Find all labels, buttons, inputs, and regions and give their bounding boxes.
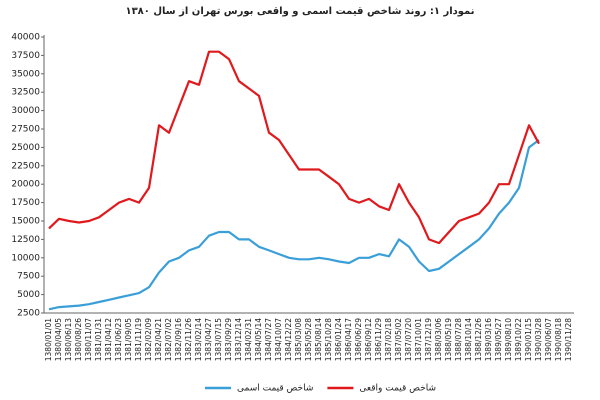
x-tick-label: 1389/03/16 (484, 318, 493, 361)
y-tick-label: 37500 (11, 51, 40, 61)
x-tick-label: 1388/12/26 (474, 318, 483, 361)
x-tick-label: 1389/05/27 (494, 318, 503, 361)
x-tick-label: 1381/06/23 (114, 318, 123, 361)
x-tick-label: 1386/11/29 (374, 318, 383, 361)
legend-label: شاخص قیمت واقعی (359, 384, 436, 394)
x-tick-label: 1388/10/14 (464, 318, 473, 361)
x-tick-label: 1386/04/17 (344, 318, 353, 361)
x-tick-label: 1380/11/07 (84, 318, 93, 361)
x-tick-label: 1382/07/02 (164, 318, 173, 361)
x-tick-label: 1380/04/05 (54, 318, 63, 361)
y-tick-label: 10000 (11, 253, 40, 263)
x-tick-label: 1390/06/07 (544, 318, 553, 361)
x-tick-label: 1387/07/20 (404, 318, 413, 361)
x-tick-label: 1382/09/16 (174, 318, 183, 361)
x-tick-label: 1383/04/27 (204, 318, 213, 361)
chart-title: نمودار ۱: روند شاخص قیمت اسمی و واقعی بو… (125, 6, 474, 17)
x-tick-label: 1386/09/12 (364, 318, 373, 361)
x-tick-label: 1381/01/31 (94, 318, 103, 361)
x-tick-label: 1381/11/19 (134, 318, 143, 361)
x-tick-label: 1382/02/09 (144, 318, 153, 361)
y-tick-label: 40000 (11, 33, 40, 43)
x-tick-label: 1380/08/26 (74, 318, 83, 361)
x-tick-label: 1384/05/14 (254, 318, 263, 361)
x-tick-label: 1383/02/14 (194, 318, 203, 361)
x-tick-label: 1383/07/15 (214, 318, 223, 361)
x-tick-label: 1383/12/14 (234, 318, 243, 361)
x-tick-label: 1387/12/19 (424, 318, 433, 361)
x-tick-label: 1388/07/28 (454, 318, 463, 361)
x-tick-label: 1387/10/01 (414, 318, 423, 361)
x-tick-label: 1385/10/28 (324, 318, 333, 361)
x-tick-label: 1389/10/22 (514, 318, 523, 361)
y-tick-label: 32500 (11, 88, 40, 98)
x-tick-label: 1387/05/02 (394, 318, 403, 361)
series-line (48, 50, 540, 245)
y-tick-label: 30000 (11, 106, 40, 116)
x-tick-label: 1390/08/18 (554, 318, 563, 361)
y-tick-label: 12500 (11, 235, 40, 245)
x-tick-label: 1381/09/05 (124, 318, 133, 361)
x-tick-label: 1382/04/21 (154, 318, 163, 361)
x-tick-label: 1390/01/15 (524, 318, 533, 361)
x-tick-label: 1390/11/28 (564, 318, 573, 361)
x-tick-label: 1381/04/12 (104, 318, 113, 361)
x-tick-label: 1380/06/13 (64, 318, 73, 361)
x-tick-label: 1385/08/14 (314, 318, 323, 361)
y-tick-label: 25000 (11, 143, 40, 153)
legend-label: شاخص قیمت اسمی (237, 384, 313, 394)
y-tick-label: 2500 (17, 309, 40, 319)
series-line (48, 139, 540, 311)
x-tick-label: 1389/08/10 (504, 318, 513, 361)
x-tick-label: 1385/03/08 (294, 318, 303, 361)
y-tick-label: 22500 (11, 161, 40, 171)
x-tick-label: 1388/05/19 (444, 318, 453, 361)
x-tick-label: 1382/11/26 (184, 318, 193, 361)
y-tick-label: 15000 (11, 217, 40, 227)
y-tick-label: 27500 (11, 125, 40, 135)
x-tick-label: 1384/07/27 (264, 318, 273, 361)
x-tick-label: 1386/01/24 (334, 318, 343, 361)
x-tick-label: 1386/06/29 (354, 318, 363, 361)
x-tick-label: 1384/12/22 (284, 318, 293, 361)
x-tick-label: 1380/01/01 (44, 318, 53, 361)
x-tick-label: 1387/02/18 (384, 318, 393, 361)
x-tick-label: 1384/02/31 (244, 318, 253, 361)
y-tick-label: 17500 (11, 198, 40, 208)
x-tick-label: 1384/10/07 (274, 318, 283, 361)
x-tick-label: 1383/09/29 (224, 318, 233, 361)
y-tick-label: 7500 (17, 272, 40, 282)
x-tick-label: 1385/05/28 (304, 318, 313, 361)
x-tick-label: 1388/03/06 (434, 318, 443, 361)
y-tick-label: 35000 (11, 69, 40, 79)
y-tick-label: 5000 (17, 290, 40, 300)
y-tick-label: 20000 (11, 180, 40, 190)
x-tick-label: 1390/03/28 (534, 318, 543, 361)
